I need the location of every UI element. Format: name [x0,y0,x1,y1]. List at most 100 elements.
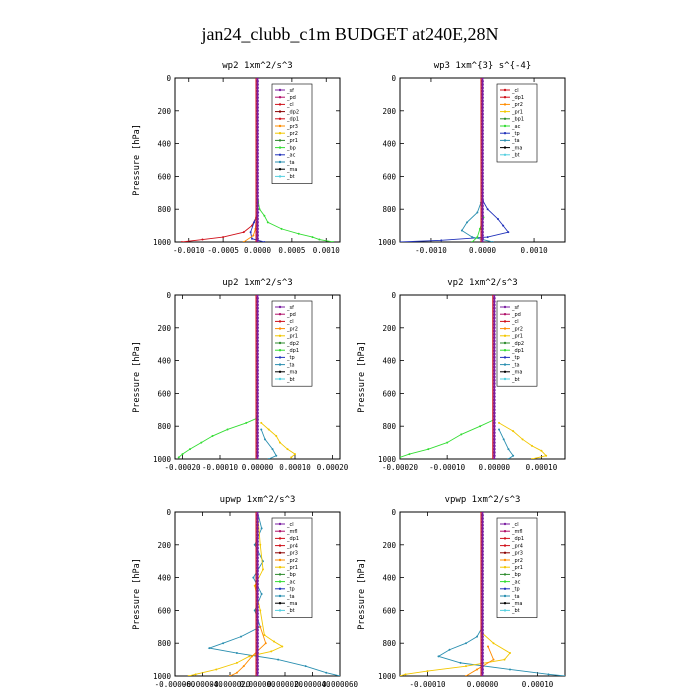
x-tick-label: 0.00010 [279,463,311,472]
series-marker [492,349,496,353]
legend-marker [503,132,507,135]
series-marker [492,444,496,448]
series-marker [481,115,484,119]
legend-entry: _pd [286,312,296,318]
series-marker [256,437,259,441]
series-marker [481,240,484,242]
legend-box [496,517,538,618]
series-marker [256,408,259,412]
series-marker [256,451,259,454]
series-marker [339,675,340,676]
series-marker [481,158,484,162]
series-marker [256,369,259,372]
series-marker [256,631,259,635]
y-tick-label: 800 [157,205,171,214]
series-marker [256,674,259,676]
legend-marker [278,160,282,164]
series-marker [481,513,484,517]
legend-entry: _pr1 [286,334,298,340]
legend-entry: _bt [286,608,295,614]
series-marker [481,155,484,159]
panel-title: vp2 1xm^2/s^3 [447,278,517,288]
legend-entry: _bp1 [511,117,524,123]
series-marker [260,593,263,595]
legend-marker [503,117,507,121]
legend-marker [503,153,507,156]
series-marker [481,214,484,218]
series-marker [256,336,259,340]
x-tick-label: -0.0010 [415,246,447,255]
series-marker [481,129,484,132]
legend-entry: _ma [511,601,522,607]
legend-entry: _bt [511,153,520,159]
legend-marker [278,587,282,590]
series-marker [481,197,484,201]
legend-marker [278,117,282,121]
series-marker [222,236,225,239]
legend-entry: _tp [286,587,295,593]
legend-entry: _dp2 [286,341,299,347]
series-marker [215,668,218,671]
x-tick-label: 0.00010 [526,463,558,472]
series-marker [256,372,259,376]
series-marker [476,668,478,671]
series-marker [492,411,496,415]
x-tick-label: 0.0010 [313,246,341,255]
y-tick-label: 1000 [153,455,172,464]
series-line-lime [257,200,334,242]
series-marker [492,441,496,444]
series-marker [256,96,259,100]
series-marker [253,543,256,546]
x-tick-label: -0.00020 [382,463,419,472]
legend-entry: _ac [511,579,521,585]
series-marker [226,428,229,431]
legend-entry: _bt [511,608,520,614]
series-marker [481,207,484,211]
legend-marker [278,609,282,612]
series-marker [481,168,484,172]
legend-marker [278,370,282,373]
series-marker [481,576,484,579]
series-marker [256,201,259,205]
series-marker [256,234,259,237]
series-marker [256,220,259,224]
legend-entry: _ma [511,145,522,151]
series-marker [256,628,259,632]
series-marker [492,437,496,441]
series-marker [256,398,259,402]
series-marker [492,642,495,645]
legend: _cl_mfl_dp1_pr4_pr3_pr2_pr1_bp_ac_tp_ta_… [271,517,313,618]
series-marker [481,664,484,668]
series-marker [481,523,484,527]
series-marker [256,428,259,431]
series-line-red [181,217,257,242]
series-marker [492,359,496,362]
series-marker [256,582,259,586]
series-marker [492,375,496,379]
series-marker [318,238,321,241]
legend-entry: _pd [511,312,521,318]
series-marker [481,89,484,93]
series-marker [256,355,259,359]
series-marker [252,234,255,237]
series-marker [481,540,484,543]
x-tick-label: -0.000060 [155,680,196,689]
legend-entry: _pr3 [511,551,523,557]
y-tick-label: 1000 [153,238,172,247]
series-marker [256,138,259,142]
series-marker [256,93,259,96]
series-marker [492,451,496,454]
legend-marker [278,377,282,381]
x-tick-label: 0.000060 [322,680,359,689]
legend-entry: _mfl [286,529,298,535]
series-marker [521,438,524,441]
legend-entry: _ta [286,594,295,600]
series-marker [262,568,264,571]
series-line-blue [400,200,510,242]
series-marker [481,79,484,83]
series-marker [481,668,484,671]
legend-marker [278,594,282,598]
series-marker [256,569,259,573]
y-tick-label: 0 [166,74,171,83]
series-marker [492,428,496,431]
